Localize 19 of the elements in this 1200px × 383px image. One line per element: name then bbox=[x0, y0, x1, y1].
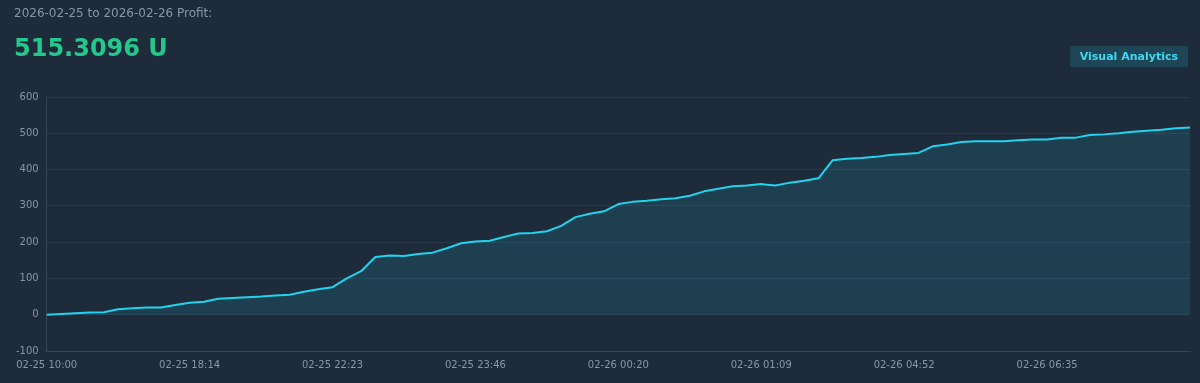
y-tick-label: 0 bbox=[32, 308, 39, 320]
y-tick-label: 400 bbox=[19, 163, 39, 175]
chart-subtitle: 515.3096 U bbox=[14, 34, 168, 62]
x-tick-label: 02-26 06:35 bbox=[1016, 358, 1078, 370]
chart-title: 2026-02-25 to 2026-02-26 Profit: bbox=[14, 6, 213, 20]
text: Visual Analytics bbox=[1069, 46, 1188, 67]
x-tick-label: 02-25 10:00 bbox=[16, 358, 78, 370]
x-tick-label: 02-25 18:14 bbox=[159, 358, 221, 370]
x-tick-label: 02-26 04:52 bbox=[873, 358, 935, 370]
x-tick-label: 02-25 23:46 bbox=[444, 358, 506, 370]
y-tick-label: 500 bbox=[19, 126, 39, 138]
x-tick-label: 02-26 00:20 bbox=[587, 358, 649, 370]
y-tick-label: 600 bbox=[19, 90, 39, 102]
y-tick-label: -100 bbox=[15, 344, 39, 356]
y-tick-label: 300 bbox=[19, 199, 39, 211]
y-tick-label: 100 bbox=[19, 272, 39, 284]
x-tick-label: 02-25 22:23 bbox=[301, 358, 364, 370]
x-tick-label: 02-26 01:09 bbox=[730, 358, 792, 370]
y-tick-label: 200 bbox=[19, 235, 39, 247]
